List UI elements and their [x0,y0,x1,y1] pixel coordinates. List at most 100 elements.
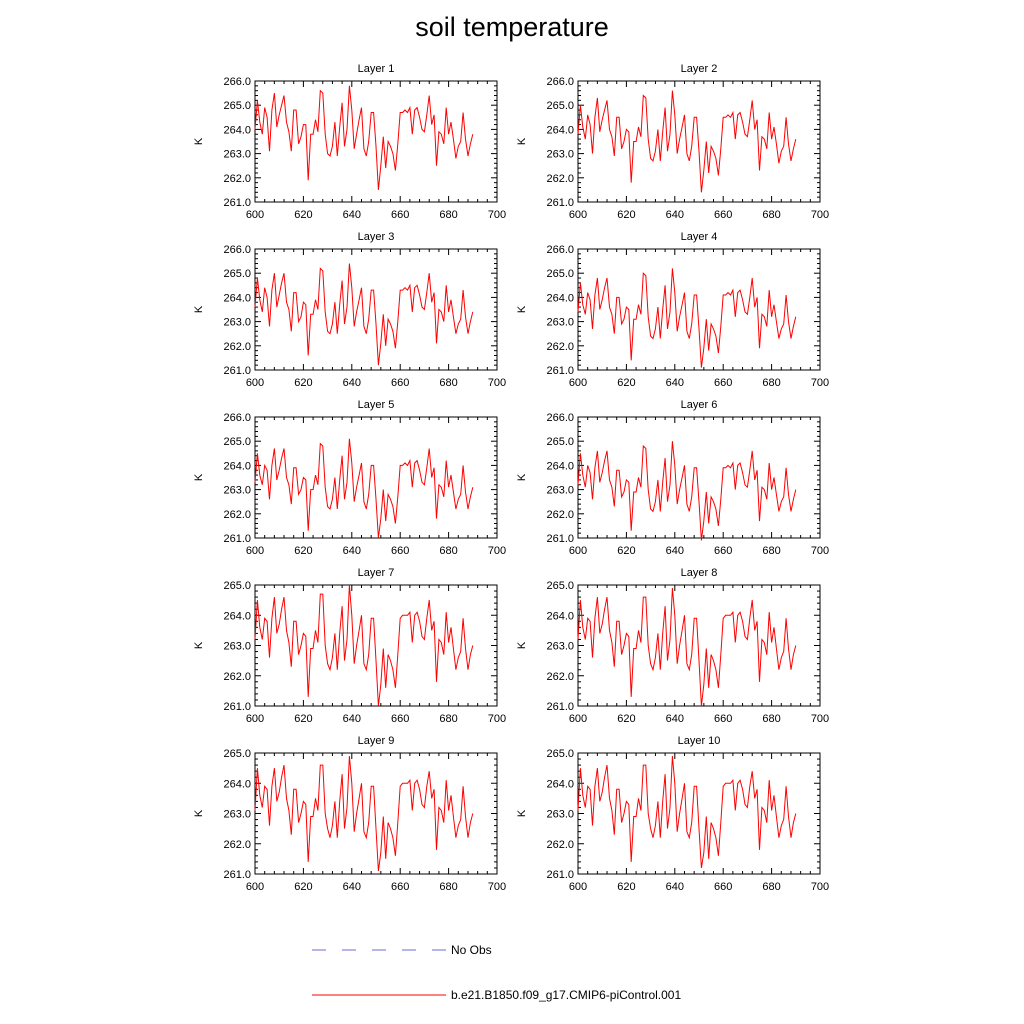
y-tick-label: 261.0 [546,701,574,713]
y-tick-label: 264.0 [546,292,574,304]
chart-panel: Layer 7 K 600 620 640 660 680 700 261.0 262.0 263.… [193,567,506,725]
x-tick-label: 640 [666,545,684,557]
x-tick-label: 660 [391,713,409,725]
y-axis-label: K [516,473,528,481]
x-tick-label: 700 [488,545,506,557]
x-tick-label: 680 [762,377,780,389]
chart-panel: Layer 2 K 600 620 640 660 680 700 261.0 262.0 263.… [516,63,829,221]
y-axis-label: K [193,137,205,145]
y-tick-label: 266.0 [546,244,574,256]
x-tick-label: 620 [617,209,635,221]
y-axis-label: K [193,641,205,649]
y-tick-label: 264.0 [223,292,251,304]
x-tick-label: 660 [714,209,732,221]
x-tick-label: 680 [439,881,457,893]
series-line [254,85,474,190]
panel-title: Layer 5 [358,399,395,411]
x-tick-label: 640 [343,881,361,893]
y-tick-label: 263.0 [223,641,251,653]
y-tick-label: 265.0 [546,748,574,760]
y-axis-label: K [193,809,205,817]
x-tick-label: 620 [617,545,635,557]
chart-panel: Layer 8 K 600 620 640 660 680 700 261.0 262.0 263.… [516,567,829,725]
y-tick-label: 263.0 [223,485,251,497]
x-tick-label: 600 [246,377,264,389]
series-line [577,587,797,707]
y-tick-label: 264.0 [223,124,251,136]
y-tick-label: 263.0 [223,809,251,821]
y-tick-label: 261.0 [223,533,251,545]
plot-frame [254,80,498,203]
x-tick-label: 620 [617,881,635,893]
x-tick-label: 640 [666,209,684,221]
panel-title: Layer 1 [358,63,395,75]
chart-panel: Layer 5 K 600 620 640 660 680 700 261.0 262.0 263.… [193,399,506,557]
y-tick-label: 265.0 [223,580,251,592]
x-tick-label: 700 [488,881,506,893]
x-tick-label: 660 [391,209,409,221]
x-tick-label: 640 [666,713,684,725]
y-tick-label: 263.0 [546,149,574,161]
y-tick-label: 263.0 [546,317,574,329]
y-tick-label: 265.0 [546,100,574,112]
panel-title: Layer 7 [358,567,395,579]
x-tick-label: 680 [762,713,780,725]
y-tick-label: 264.0 [223,610,251,622]
x-tick-label: 600 [246,713,264,725]
y-tick-label: 266.0 [223,412,251,424]
x-tick-label: 620 [294,881,312,893]
legend-label-model: b.e21.B1850.f09_g17.CMIP6-piControl.001 [451,988,681,1002]
chart-panel: Layer 10 K 600 620 640 660 680 700 261.0 262.0 263… [516,735,829,893]
panel-title: Layer 8 [681,567,718,579]
y-tick-label: 261.0 [223,869,251,881]
y-tick-label: 261.0 [223,701,251,713]
y-tick-label: 263.0 [223,149,251,161]
y-tick-label: 264.0 [546,610,574,622]
y-axis-label: K [516,137,528,145]
y-tick-label: 266.0 [223,244,251,256]
x-tick-label: 680 [762,881,780,893]
y-tick-label: 263.0 [546,641,574,653]
x-tick-label: 640 [666,377,684,389]
y-tick-label: 261.0 [546,869,574,881]
x-tick-label: 700 [488,713,506,725]
plot-frame [577,248,821,371]
x-tick-label: 680 [439,377,457,389]
y-tick-label: 265.0 [223,748,251,760]
x-tick-label: 600 [569,545,587,557]
x-tick-label: 660 [714,377,732,389]
y-tick-label: 266.0 [546,412,574,424]
x-tick-label: 600 [569,377,587,389]
y-tick-label: 262.0 [546,839,574,851]
y-axis-label: K [193,473,205,481]
y-tick-label: 264.0 [223,460,251,472]
y-tick-label: 265.0 [546,436,574,448]
series-line [254,755,474,872]
panel-title: Layer 9 [358,735,395,747]
y-tick-label: 261.0 [546,533,574,545]
series-line [254,584,474,707]
x-tick-label: 620 [294,545,312,557]
y-tick-label: 265.0 [223,436,251,448]
y-tick-label: 261.0 [546,197,574,209]
x-tick-label: 640 [343,209,361,221]
chart-panel: Layer 1 K 600 620 640 660 680 700 261.0 262.0 263.… [193,63,506,221]
panel-title: Layer 10 [678,735,721,747]
x-tick-label: 680 [439,209,457,221]
x-tick-label: 700 [811,209,829,221]
series-line [577,268,797,368]
x-tick-label: 640 [343,377,361,389]
x-tick-label: 700 [488,209,506,221]
panel-title: Layer 3 [358,231,395,243]
series-line [577,441,797,541]
plot-frame [577,80,821,203]
chart-panel: Layer 9 K 600 620 640 660 680 700 261.0 262.0 263.… [193,735,506,893]
plot-frame [254,248,498,371]
y-axis-label: K [516,305,528,313]
y-axis-label: K [516,809,528,817]
y-tick-label: 265.0 [546,580,574,592]
x-tick-label: 620 [617,377,635,389]
y-tick-label: 262.0 [223,341,251,353]
x-tick-label: 660 [391,881,409,893]
